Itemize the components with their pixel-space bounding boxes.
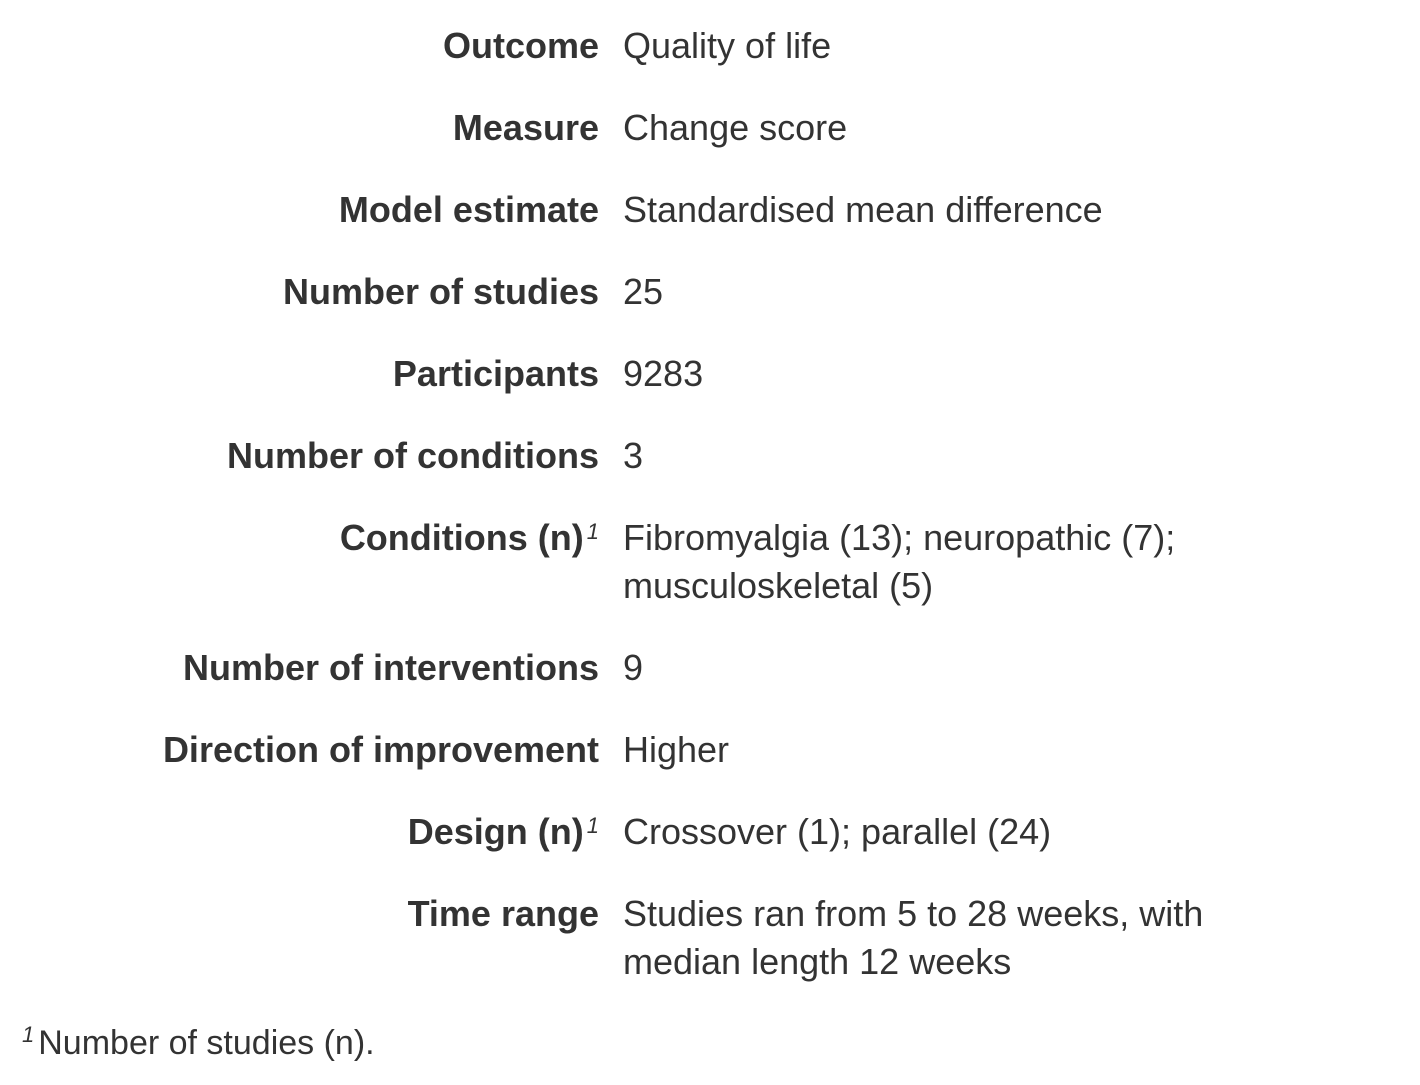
row-value: Fibromyalgia (13); neuropathic (7); musc… — [623, 517, 1176, 606]
row-value: Higher — [623, 729, 730, 770]
row-label: Number of conditions — [227, 435, 599, 476]
row-value: Crossover (1); parallel (24) — [623, 811, 1052, 852]
row-label: Number of studies — [282, 271, 599, 312]
row-value: 9 — [623, 647, 644, 688]
table-row-number-of-studies: Number of studies 25 — [0, 268, 1303, 350]
row-value: Studies ran from 5 to 28 weeks, with med… — [623, 893, 1204, 982]
row-label: Model estimate — [338, 189, 599, 230]
table-row-model-estimate: Model estimate Standardised mean differe… — [0, 186, 1303, 268]
row-label: Conditions (n) — [339, 517, 584, 558]
summary-table: Outcome Quality of life Measure Change s… — [0, 22, 1303, 986]
table-row-design: Design (n) 1 Crossover (1); parallel (24) — [0, 808, 1303, 890]
table-row-conditions: Conditions (n) 1 Fibromyalgia (13); neuro… — [0, 514, 1303, 644]
footnote: 1 Number of studies (n). — [22, 1020, 375, 1066]
table-row-outcome: Outcome Quality of life — [0, 22, 1303, 104]
row-value: Change score — [623, 107, 848, 148]
row-label: Time range — [407, 893, 599, 934]
row-label: Design (n) — [407, 811, 584, 852]
row-value: Standardised mean difference — [623, 189, 1103, 230]
row-label: Direction of improvement — [162, 729, 599, 770]
table-row-direction-of-improvement: Direction of improvement Higher — [0, 726, 1303, 808]
row-value: Quality of life — [623, 25, 832, 66]
table-row-measure: Measure Change score — [0, 104, 1303, 186]
row-label-with-footnote: Design (n) 1 — [0, 808, 599, 890]
row-label: Outcome — [442, 25, 599, 66]
table-row-participants: Participants 9283 — [0, 350, 1303, 432]
row-label: Number of interventions — [182, 647, 599, 688]
row-label-with-footnote: Conditions (n) 1 — [0, 514, 599, 644]
footnote-mark: 1 — [586, 813, 599, 838]
footnote-number: 1 — [22, 1022, 35, 1047]
row-value: 9283 — [623, 353, 704, 394]
table-row-time-range: Time range Studies ran from 5 to 28 week… — [0, 890, 1303, 986]
row-value: 3 — [623, 435, 644, 476]
table-row-number-of-interventions: Number of interventions 9 — [0, 644, 1303, 726]
footnote-text: Number of studies (n). — [38, 1024, 375, 1062]
row-label: Measure — [452, 107, 599, 148]
table-row-number-of-conditions: Number of conditions 3 — [0, 432, 1303, 514]
row-value: 25 — [623, 271, 664, 312]
footnote-mark: 1 — [586, 519, 599, 544]
row-label: Participants — [392, 353, 599, 394]
